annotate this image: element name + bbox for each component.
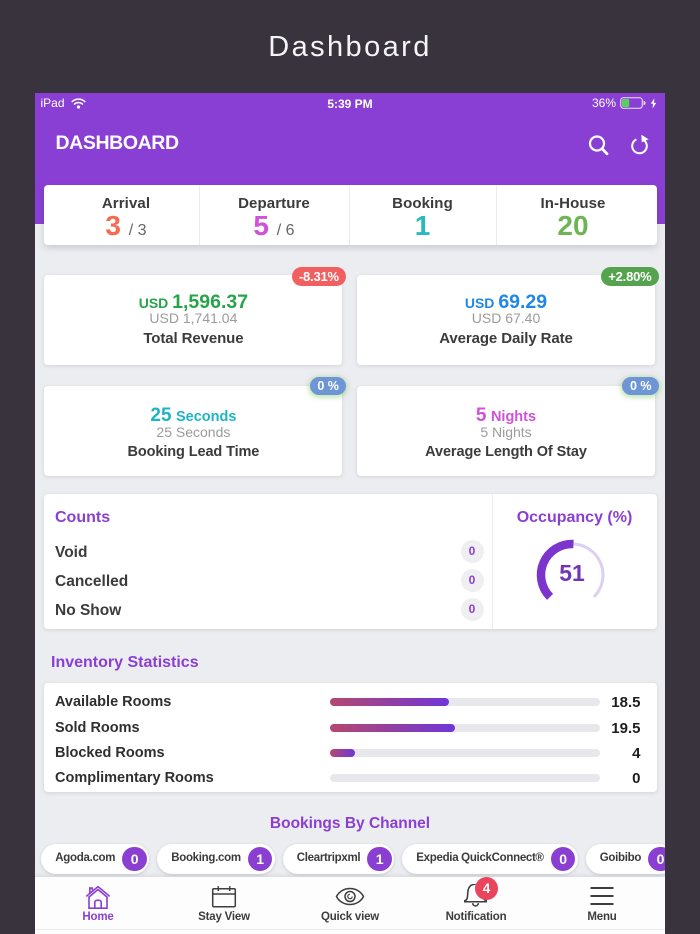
svg-text:51: 51 <box>559 560 585 586</box>
